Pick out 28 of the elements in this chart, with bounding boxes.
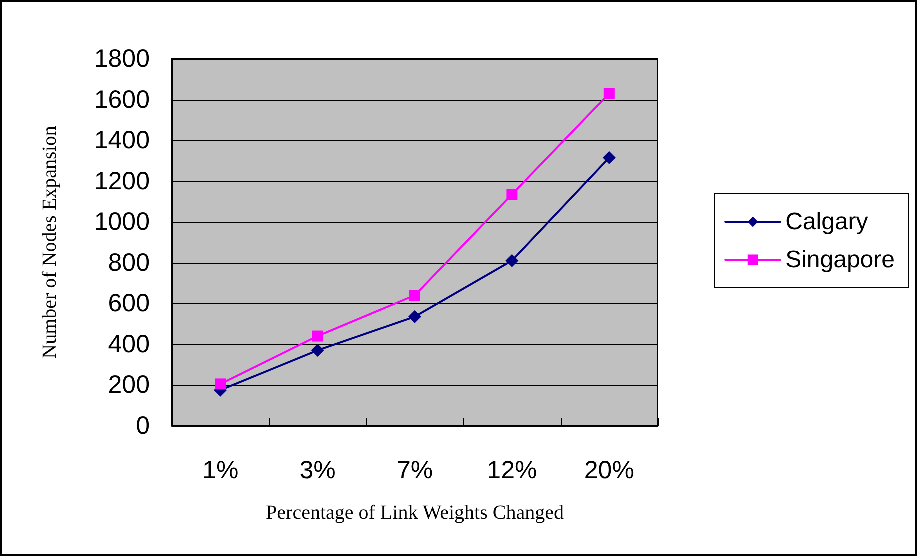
point (604, 88, 615, 100)
legend-label: Calgary (786, 208, 868, 236)
x-tick-label: 20% (584, 456, 634, 484)
point (506, 189, 518, 200)
point (312, 330, 324, 342)
legend-label: Singapore (786, 246, 896, 274)
x-tick-label: 7% (396, 456, 434, 484)
x-axis-title: Percentage of Link Weights Changed (266, 502, 564, 524)
y-tick-label: 1800 (94, 45, 150, 73)
point (408, 310, 422, 324)
point (311, 344, 324, 358)
y-tick-label: 1400 (94, 126, 150, 155)
point (215, 378, 226, 390)
x-tick-label: 1% (202, 456, 239, 484)
y-tick-label: 1000 (94, 208, 150, 236)
y-tick-label: 1200 (94, 167, 150, 196)
y-tick-label: 1600 (94, 86, 150, 114)
y-tick-label: 600 (108, 290, 150, 318)
point (506, 254, 519, 268)
y-tick-label: 800 (108, 248, 150, 277)
y-tick-label: 0 (136, 412, 150, 440)
x-tick-label: 3% (300, 456, 336, 484)
y-tick-label: 400 (108, 330, 150, 358)
y-tick-label: 200 (108, 371, 150, 400)
point (602, 151, 616, 164)
point (410, 290, 420, 302)
y-axis-title: Number of Nodes Expansion (39, 126, 61, 359)
x-tick-label: 12% (487, 456, 538, 484)
